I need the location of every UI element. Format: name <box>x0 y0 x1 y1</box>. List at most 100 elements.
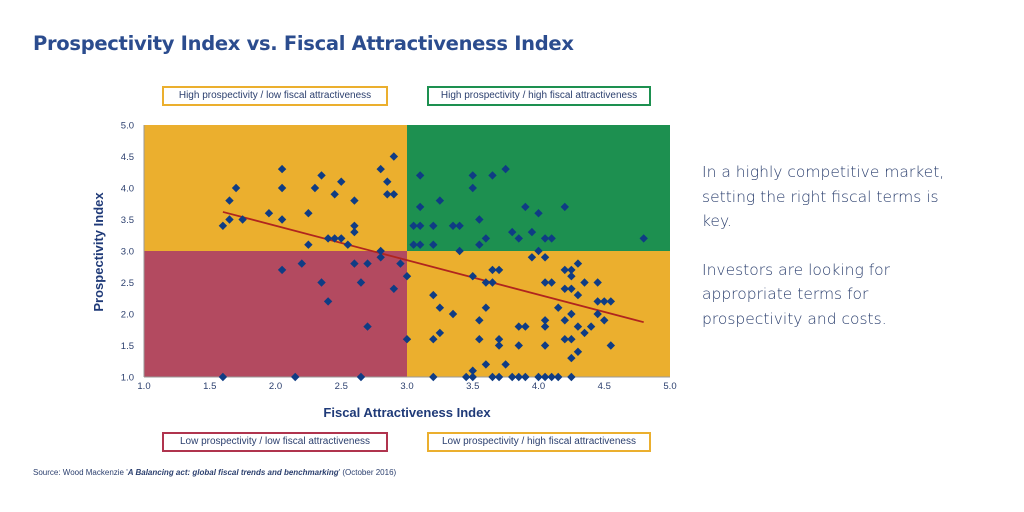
y-axis-label: Prospectivity Index <box>91 192 106 312</box>
data-point <box>356 372 366 382</box>
data-point <box>514 372 523 382</box>
y-tick-label: 1.5 <box>121 341 134 352</box>
data-point <box>488 171 497 180</box>
y-tick-label: 2.0 <box>121 310 134 321</box>
data-point <box>534 372 543 382</box>
data-point <box>514 322 523 331</box>
data-point <box>527 253 537 262</box>
data-point <box>448 309 458 319</box>
data-point <box>291 372 300 382</box>
data-point <box>323 234 333 243</box>
data-point <box>481 234 491 243</box>
y-tick-label: 4.5 <box>121 152 134 163</box>
data-point <box>429 335 438 344</box>
data-point <box>540 341 550 350</box>
data-point <box>277 215 287 224</box>
data-point <box>494 265 504 275</box>
data-point <box>376 164 385 174</box>
quadrant-label-low-high: Low prospectivity / high fiscal attracti… <box>427 432 651 452</box>
data-point <box>560 335 569 344</box>
data-point <box>429 372 438 382</box>
y-tick-label: 3.5 <box>121 215 134 226</box>
data-point <box>376 246 385 256</box>
y-tick-label: 1.0 <box>121 373 134 384</box>
data-points <box>218 152 648 382</box>
data-point <box>540 278 550 287</box>
data-point <box>580 328 589 338</box>
data-point <box>468 171 477 180</box>
data-point <box>508 227 517 237</box>
data-point <box>231 183 241 193</box>
y-tick-label: 3.0 <box>121 247 134 258</box>
data-point <box>488 265 497 275</box>
data-point <box>383 177 392 186</box>
x-tick-label: 2.5 <box>335 381 348 392</box>
source-suffix: ' (October 2016) <box>338 468 397 477</box>
data-point <box>435 196 445 205</box>
data-point <box>225 215 234 224</box>
data-point <box>225 196 234 205</box>
data-point <box>521 372 530 382</box>
data-point <box>560 284 569 293</box>
data-point <box>415 171 425 180</box>
x-tick-label: 1.0 <box>137 381 150 392</box>
data-point <box>580 278 589 287</box>
data-point <box>415 221 425 230</box>
data-point <box>560 202 569 212</box>
data-point <box>310 183 320 193</box>
data-point <box>547 278 556 287</box>
data-point <box>455 221 464 230</box>
data-point <box>304 240 313 249</box>
data-point <box>488 372 497 382</box>
data-point <box>376 253 385 262</box>
quadrant-high-low <box>144 125 407 251</box>
data-point <box>435 328 445 338</box>
x-tick-label: 5.0 <box>663 381 676 392</box>
data-point <box>389 284 399 293</box>
data-point <box>494 335 504 344</box>
trendline-group <box>222 211 644 324</box>
data-point <box>350 221 359 230</box>
data-point <box>448 221 458 230</box>
data-point <box>573 259 583 268</box>
data-point <box>323 297 333 306</box>
data-point <box>350 259 359 268</box>
data-point <box>606 297 616 306</box>
data-point <box>593 309 602 319</box>
data-point <box>567 309 576 319</box>
quadrant-high-high <box>407 125 670 251</box>
data-point <box>264 209 274 218</box>
source-prefix: Source: Wood Mackenzie ' <box>33 468 128 477</box>
data-point <box>277 265 287 275</box>
commentary-paragraph-1: In a highly competitive market, setting … <box>702 163 945 230</box>
data-point <box>238 215 247 224</box>
data-point <box>521 322 530 331</box>
data-point <box>468 272 477 281</box>
data-point <box>304 209 313 218</box>
data-point <box>356 278 366 287</box>
data-point <box>567 272 576 281</box>
data-point <box>383 190 392 199</box>
data-point <box>415 240 425 249</box>
data-point <box>547 372 556 382</box>
data-point <box>540 322 550 331</box>
data-point <box>330 190 339 199</box>
data-point <box>514 234 523 243</box>
x-axis-ticks: 1.0 1.5 2.0 2.5 3.0 3.5 4.0 4.5 5.0 <box>137 381 676 392</box>
y-tick-label: 2.5 <box>121 278 134 289</box>
data-point <box>475 240 484 249</box>
data-point <box>567 372 576 382</box>
data-point <box>501 360 510 369</box>
data-point <box>540 372 550 382</box>
data-point <box>527 227 537 237</box>
data-point <box>350 196 359 205</box>
data-point <box>409 240 418 249</box>
data-point <box>337 234 346 243</box>
data-point <box>521 202 530 212</box>
data-point <box>389 190 399 199</box>
data-point <box>593 297 602 306</box>
data-point <box>534 209 543 218</box>
data-point <box>475 316 484 325</box>
data-point <box>567 284 576 293</box>
data-point <box>481 303 491 312</box>
